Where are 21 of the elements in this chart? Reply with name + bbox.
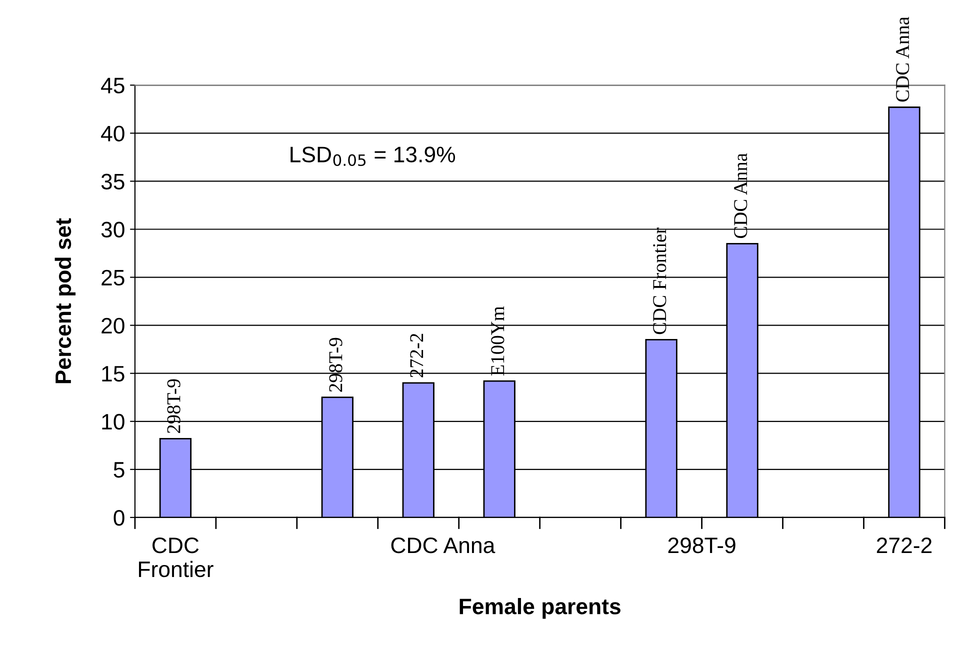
y-tick-label: 15 <box>102 366 124 382</box>
y-tick-label: 25 <box>102 270 124 286</box>
y-tick-label: 10 <box>102 414 124 430</box>
y-axis-title: Percent pod set <box>54 218 76 384</box>
y-tick-label: 5 <box>114 462 124 478</box>
x-tick-label: E100Ym <box>491 306 504 376</box>
x-tick-label: 272-2 <box>410 334 424 378</box>
annotation: LSD$_{0.05}$ = 13.9% <box>290 146 456 166</box>
y-tick-label: 40 <box>101 126 124 142</box>
y-tick-label: 20 <box>102 318 124 334</box>
text: CDC Frontier <box>138 537 214 578</box>
y-tick-label: 35 <box>101 174 124 190</box>
y-tick-label: 45 <box>101 78 124 94</box>
y-tick-label: 30 <box>101 222 124 238</box>
text: CDC Anna <box>391 537 496 554</box>
x-tick-label: CDC Frontier <box>653 228 666 334</box>
x-tick-label: 298T-9 <box>329 338 342 392</box>
text: 272-2 <box>876 537 932 554</box>
text: 298T-9 <box>668 537 736 554</box>
x-axis-title: Female parents <box>460 598 620 619</box>
y-tick-label: 0 <box>114 510 124 526</box>
